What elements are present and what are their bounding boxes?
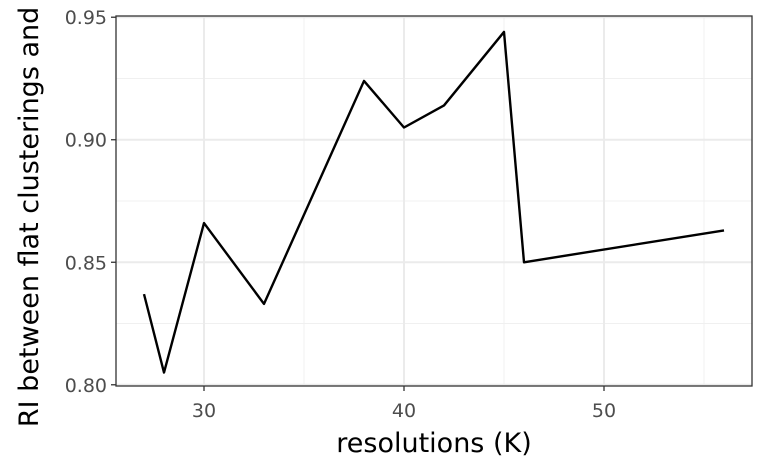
y-tick-label-3: 0.95 (65, 7, 107, 29)
y-axis-title: RI between flat clusterings and M (14, 0, 45, 427)
x-tick-label-1: 40 (392, 400, 416, 422)
y-tick-label-0: 0.80 (65, 375, 107, 397)
major-gridlines (116, 16, 752, 386)
series-line-0 (142, 30, 725, 374)
x-axis-title: resolutions (K) (336, 428, 531, 459)
minor-gridlines (116, 16, 752, 386)
x-tick-label-2: 50 (592, 400, 616, 422)
y-tick-label-2: 0.90 (65, 130, 107, 152)
plot-panel-border (115, 15, 753, 387)
x-axis: 30 40 50 (192, 386, 616, 422)
y-axis: 0.80 0.85 0.90 0.95 (65, 7, 116, 397)
x-tick-label-0: 30 (192, 400, 216, 422)
series-layer (142, 30, 725, 374)
y-tick-label-1: 0.85 (65, 252, 107, 274)
